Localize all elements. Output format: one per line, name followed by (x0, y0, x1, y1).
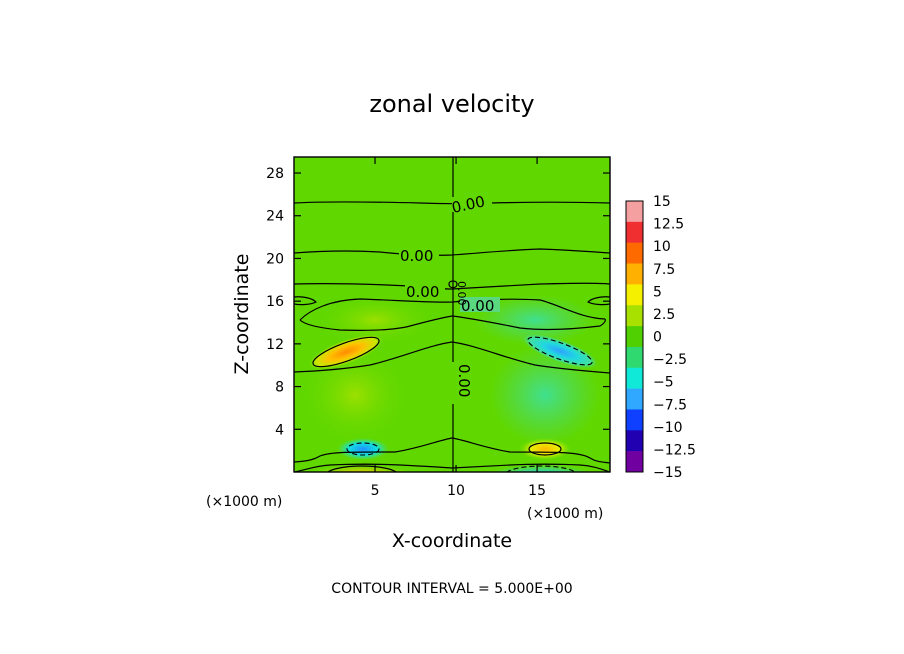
soft-region-upper-right (475, 295, 595, 345)
x-tick-label-1: 10 (447, 483, 465, 499)
colorbar: 15 12.5 10 7.5 5 2.5 0 −2.5 −5 −7.5 −10 −12.5 −15 (625, 194, 696, 481)
colorbar-swatch-12 (626, 451, 643, 473)
x-axis: 5 10 15 (371, 157, 546, 499)
colorbar-swatch-4 (626, 284, 643, 306)
plot-frame (293, 156, 611, 473)
contour-label-5: 0.00 (455, 364, 473, 397)
contour-z18 (294, 282, 610, 290)
x-axis-label: X-coordinate (392, 530, 512, 552)
colorbar-swatch-1 (626, 221, 643, 243)
plot-area: 0.00 0.00 0.00 0.00 0.00 0.00 (294, 157, 610, 472)
colorbar-swatch-11 (626, 430, 643, 452)
x-tick-label-2: 15 (528, 483, 546, 499)
colorbar-tick-label-10: −10 (653, 420, 683, 436)
y-tick-label-2: 12 (266, 337, 284, 353)
contour-min-bottom (506, 465, 576, 472)
contour-interval-note: CONTOUR INTERVAL = 5.000E+00 (331, 581, 572, 597)
y-tick-label-1: 8 (275, 380, 284, 396)
y-tick-label-5: 24 (266, 209, 284, 225)
extremum-max-low (519, 438, 571, 460)
zero-contours (294, 157, 610, 472)
y-axis: 4 8 12 16 20 24 28 (266, 166, 610, 438)
contour-min-low (346, 442, 380, 456)
contour-label-2: 0.00 (400, 247, 433, 265)
contour-max-upper (312, 336, 380, 368)
colorbar-swatch-3 (626, 263, 643, 285)
colorbar-tick-label-3: 7.5 (653, 262, 675, 278)
colorbar-tick-label-1: 12.5 (653, 217, 684, 233)
colorbar-swatch-0 (626, 201, 643, 223)
contour-max-low (528, 442, 562, 456)
contour-z15 (299, 298, 606, 321)
colorbar-tick-label-11: −12.5 (653, 442, 696, 458)
colorbar-frame (625, 200, 644, 473)
contour-z21 (294, 248, 610, 256)
contour-z0 (294, 463, 610, 472)
colorbar-swatch-2 (626, 242, 643, 264)
y-tick-label-3: 16 (266, 294, 284, 310)
extremum-min-upper (522, 333, 598, 369)
contour-min-upper (527, 336, 593, 366)
contour-z14r (451, 315, 606, 331)
extremum-min-low (337, 438, 389, 460)
extremum-max-upper (308, 334, 384, 370)
contour-z14 (299, 315, 453, 331)
colorbar-tick-label-8: −5 (653, 375, 674, 391)
contour-z16-left (294, 296, 318, 306)
colorbar-tick-label-9: −7.5 (653, 397, 687, 413)
y-tick-label-6: 28 (266, 166, 284, 182)
y-tick-label-0: 4 (275, 422, 284, 438)
colorbar-tick-label-0: 15 (653, 194, 671, 210)
x-axis-unit: (×1000 m) (527, 506, 603, 522)
soft-region-upper-left (315, 295, 435, 345)
contour-z10 (294, 341, 610, 374)
contour-label-6: 0.00 (455, 281, 468, 306)
y-axis-unit: (×1000 m) (206, 494, 282, 510)
contour-label-3: 0.00 (406, 283, 439, 301)
contour-z3 (294, 437, 610, 464)
extremum-max-bottom (314, 455, 410, 472)
negative-contours (346, 336, 593, 472)
colorbar-swatch-9 (626, 388, 643, 410)
y-tick-label-4: 20 (266, 251, 284, 267)
colorbar-tick-label-12: −15 (653, 465, 683, 481)
colorbar-swatch-7 (626, 346, 643, 369)
colorbar-swatch-8 (626, 367, 643, 389)
colorbar-tick-label-4: 5 (653, 284, 662, 300)
colorbar-tick-label-2: 10 (653, 239, 671, 255)
colorbar-swatch-5 (626, 305, 643, 327)
contour-z26 (294, 201, 610, 205)
contour-label-group: 0.00 0.00 0.00 0.00 0.00 0.00 (399, 192, 500, 404)
contour-z16-right (586, 296, 610, 306)
colorbar-swatch-6 (626, 326, 643, 348)
contour-max-bottom (327, 465, 397, 472)
colorbar-tick-label-6: 0 (653, 330, 662, 346)
y-axis-label: Z-coordinate (231, 254, 253, 375)
colorbar-tick-label-5: 2.5 (653, 307, 675, 323)
contour-label-4: 0.00 (461, 297, 494, 315)
chart-title: zonal velocity (369, 90, 534, 118)
contour-center-loop (448, 280, 458, 289)
x-tick-label-0: 5 (371, 483, 380, 499)
colorbar-tick-label-7: −2.5 (653, 352, 687, 368)
colorbar-swatch-10 (626, 409, 643, 431)
